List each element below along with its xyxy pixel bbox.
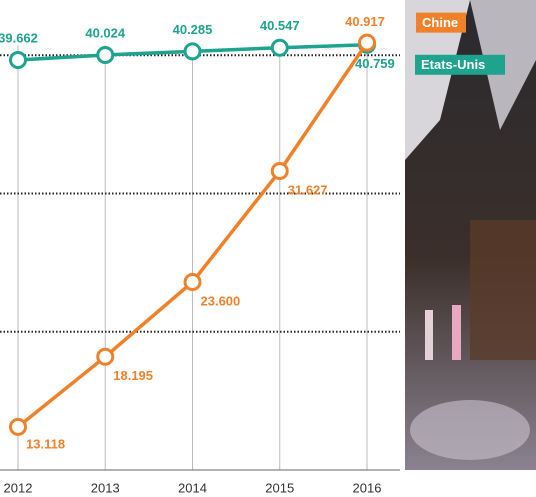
value-label: 40.285 [173, 22, 213, 37]
point [270, 162, 289, 181]
legend-box [415, 54, 505, 75]
x-tick-label: 2015 [265, 480, 294, 495]
point [270, 38, 289, 57]
point [9, 417, 27, 436]
x-tick-label: 2013 [91, 480, 120, 495]
point [183, 273, 202, 291]
point [183, 42, 202, 61]
value-label: 40.024 [85, 25, 126, 40]
legend-label: Etats-Unis [421, 57, 485, 72]
value-label: 40.917 [345, 14, 385, 29]
point [96, 347, 115, 366]
x-tick-label: 2016 [353, 480, 382, 495]
legend-box [416, 12, 466, 33]
point [96, 45, 115, 64]
value-label: 40.547 [260, 18, 300, 33]
point [358, 33, 376, 52]
value-label: 18.195 [113, 368, 153, 383]
point [9, 50, 27, 69]
value-label: 39.662 [0, 30, 38, 45]
legend-label: Chine [422, 15, 458, 30]
value-label: 31.627 [288, 182, 328, 197]
value-label: 13.118 [26, 436, 65, 451]
x-tick-label: 2012 [4, 480, 33, 495]
value-label: 40.759 [355, 56, 395, 71]
x-tick-label: 2014 [178, 480, 207, 495]
value-label: 23.600 [201, 293, 241, 308]
